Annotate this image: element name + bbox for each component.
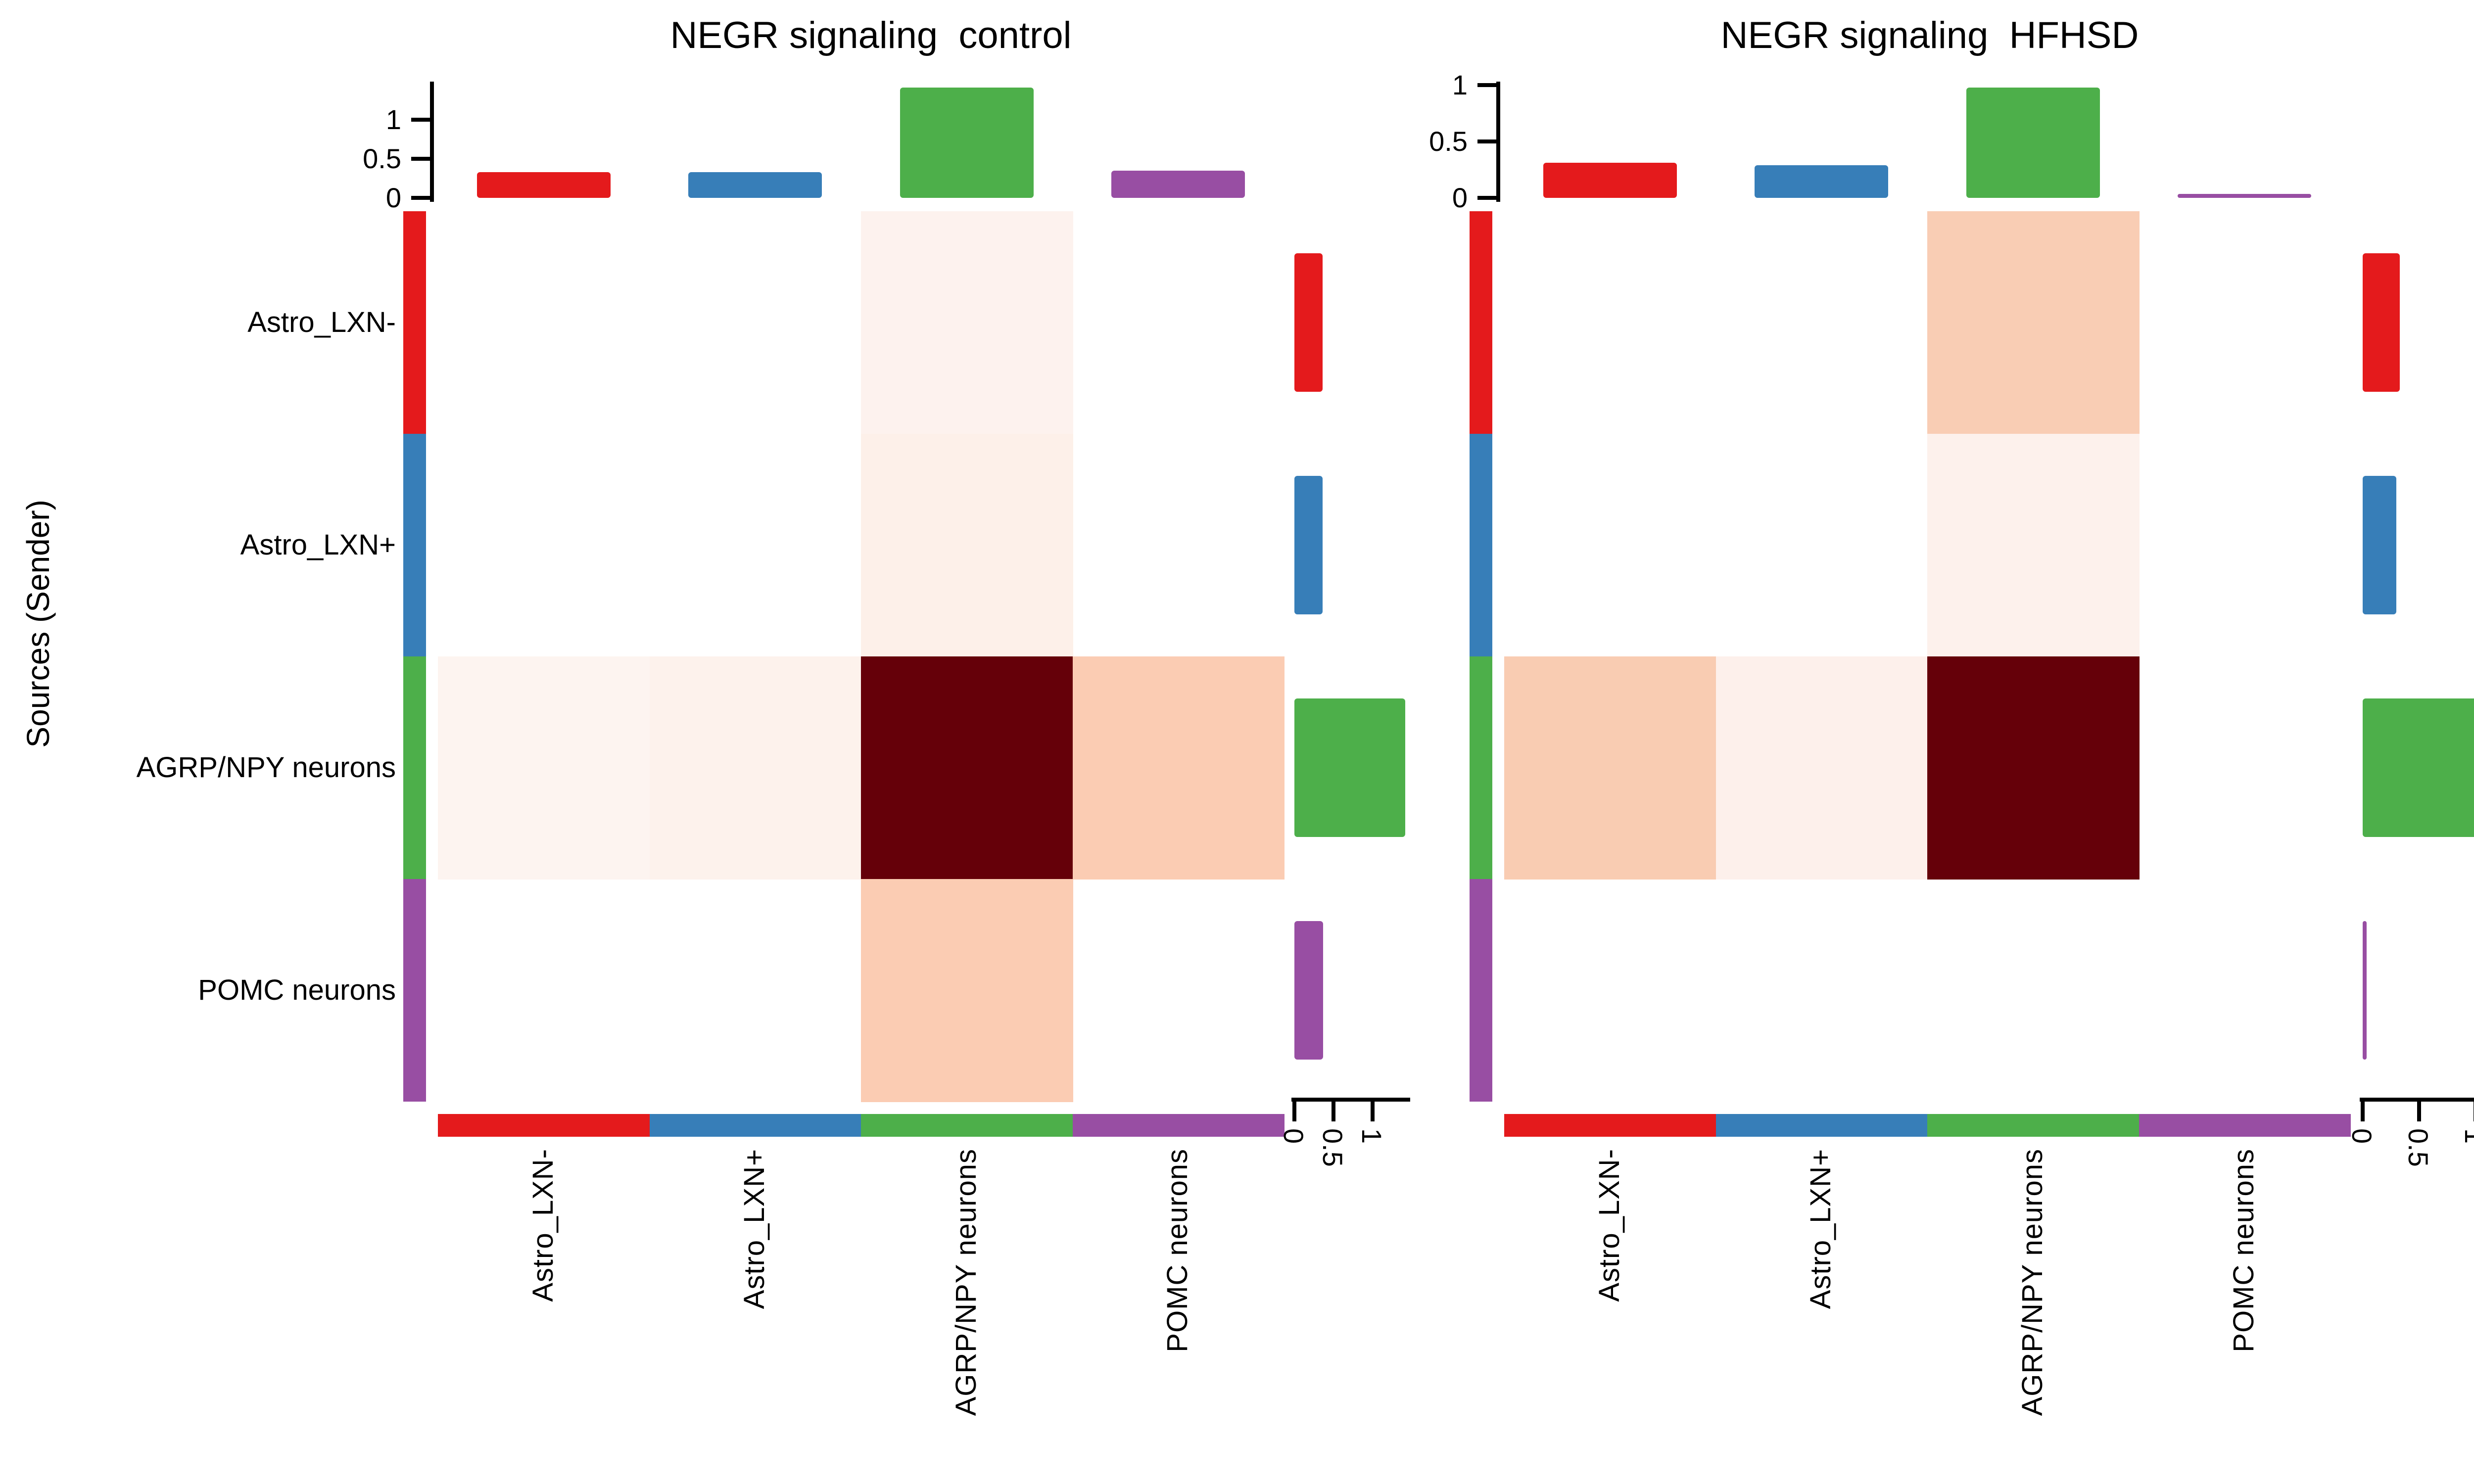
top-bar-axis-tick-label: 0 bbox=[385, 182, 401, 213]
heatmap-cell bbox=[1715, 656, 1928, 880]
row-bar-axis-line bbox=[1291, 1098, 1410, 1102]
top-bar-axis-tick-label: 0.5 bbox=[363, 143, 401, 174]
heatmap-cell bbox=[861, 879, 1073, 1102]
column-sum-bar bbox=[1543, 163, 1677, 198]
panel-title-hfhsd: NEGR signaling HFHSD bbox=[1720, 14, 2139, 56]
column-sum-bar bbox=[1111, 171, 1245, 198]
heatmap-cell bbox=[861, 656, 1073, 880]
row-sum-bar bbox=[1294, 476, 1323, 614]
row-bar-axis-tick-label: 0.5 bbox=[2403, 1128, 2434, 1167]
column-sum-bar bbox=[2178, 194, 2312, 198]
column-sum-bar bbox=[476, 172, 611, 198]
column-label: Astro_LXN+ bbox=[738, 1149, 771, 1309]
heatmap-cell bbox=[861, 211, 1073, 434]
row-annotation-strip-segment bbox=[403, 434, 426, 656]
column-annotation-strip-segment bbox=[649, 1114, 861, 1137]
top-bar-axis-tick-label: 0 bbox=[1452, 182, 1468, 213]
row-bar-axis-tick-label: 0 bbox=[2346, 1128, 2378, 1144]
column-label: AGRP/NPY neurons bbox=[950, 1149, 982, 1416]
column-sum-bar bbox=[1966, 87, 2100, 198]
column-annotation-strip-segment bbox=[438, 1114, 650, 1137]
column-sum-bar bbox=[688, 172, 822, 198]
column-annotation-strip-segment bbox=[1072, 1114, 1285, 1137]
heatmap-cell bbox=[1927, 656, 2140, 880]
row-bar-axis-tick-label: 0.5 bbox=[1317, 1128, 1348, 1167]
row-bar-axis-tick bbox=[1292, 1102, 1296, 1121]
top-bar-axis-tick bbox=[1477, 196, 1496, 200]
heatmap-cell bbox=[1072, 656, 1285, 880]
row-bar-axis-tick bbox=[2361, 1102, 2365, 1121]
row-annotation-strip-segment bbox=[1470, 656, 1492, 879]
top-bar-axis-tick bbox=[411, 118, 430, 122]
top-bar-axis-tick bbox=[1477, 83, 1496, 87]
row-bar-axis-tick-label: 0 bbox=[1278, 1128, 1309, 1144]
column-label: Astro_LXN- bbox=[526, 1149, 559, 1302]
top-bar-axis-tick-label: 0.5 bbox=[1429, 126, 1468, 157]
row-sum-bar bbox=[1294, 253, 1323, 392]
row-sum-bar bbox=[2363, 476, 2397, 614]
column-annotation-strip-segment bbox=[1715, 1114, 1928, 1137]
column-label: POMC neurons bbox=[2228, 1149, 2260, 1352]
column-annotation-strip-segment bbox=[861, 1114, 1073, 1137]
row-sum-bar bbox=[1294, 921, 1324, 1060]
row-bar-axis-line bbox=[2360, 1098, 2474, 1102]
panel-title-control: NEGR signaling control bbox=[670, 14, 1072, 56]
heatmap-cell bbox=[861, 434, 1073, 657]
top-bar-axis-tick-label: 1 bbox=[1452, 69, 1468, 100]
heatmap-cell bbox=[1927, 211, 2140, 434]
row-label: Astro_LXN+ bbox=[240, 529, 396, 561]
heatmap-cell bbox=[1927, 434, 2140, 657]
row-sum-bar bbox=[2363, 253, 2400, 392]
row-sum-bar bbox=[2363, 698, 2474, 837]
top-bar-axis-tick bbox=[411, 157, 430, 161]
column-annotation-strip-segment bbox=[1927, 1114, 2140, 1137]
row-bar-axis-tick bbox=[1332, 1102, 1335, 1121]
column-label: AGRP/NPY neurons bbox=[2016, 1149, 2048, 1416]
row-annotation-strip-segment bbox=[1470, 434, 1492, 656]
row-annotation-strip-segment bbox=[1470, 879, 1492, 1102]
column-annotation-strip-segment bbox=[2139, 1114, 2351, 1137]
top-bar-axis-tick bbox=[411, 196, 430, 200]
heatmap-cell bbox=[438, 656, 650, 880]
heatmap-cell bbox=[649, 656, 861, 880]
row-annotation-strip-segment bbox=[1470, 211, 1492, 434]
column-label: POMC neurons bbox=[1161, 1149, 1194, 1352]
row-bar-axis-tick bbox=[2417, 1102, 2421, 1121]
row-label: POMC neurons bbox=[198, 974, 396, 1006]
column-sum-bar bbox=[900, 88, 1034, 198]
column-label: Astro_LXN- bbox=[1593, 1149, 1625, 1302]
top-bar-axis-line bbox=[1496, 82, 1500, 202]
row-bar-axis-tick-label: 1 bbox=[2459, 1128, 2474, 1144]
column-annotation-strip-segment bbox=[1504, 1114, 1716, 1137]
row-label: Astro_LXN- bbox=[247, 306, 396, 338]
row-annotation-strip-segment bbox=[403, 879, 426, 1102]
row-bar-axis-tick bbox=[1371, 1102, 1375, 1121]
column-label: Astro_LXN+ bbox=[1805, 1149, 1837, 1309]
top-bar-axis-tick bbox=[1477, 139, 1496, 143]
row-sum-bar bbox=[2363, 921, 2367, 1060]
top-bar-axis-line bbox=[430, 82, 434, 202]
row-sum-bar bbox=[1294, 698, 1406, 837]
row-annotation-strip-segment bbox=[403, 211, 426, 434]
column-sum-bar bbox=[1755, 165, 1889, 198]
row-bar-axis-tick-label: 1 bbox=[1356, 1128, 1387, 1144]
heatmap-cell bbox=[1504, 656, 1716, 880]
row-label: AGRP/NPY neurons bbox=[136, 751, 396, 784]
top-bar-axis-tick-label: 1 bbox=[385, 104, 401, 135]
row-annotation-strip-segment bbox=[403, 656, 426, 879]
